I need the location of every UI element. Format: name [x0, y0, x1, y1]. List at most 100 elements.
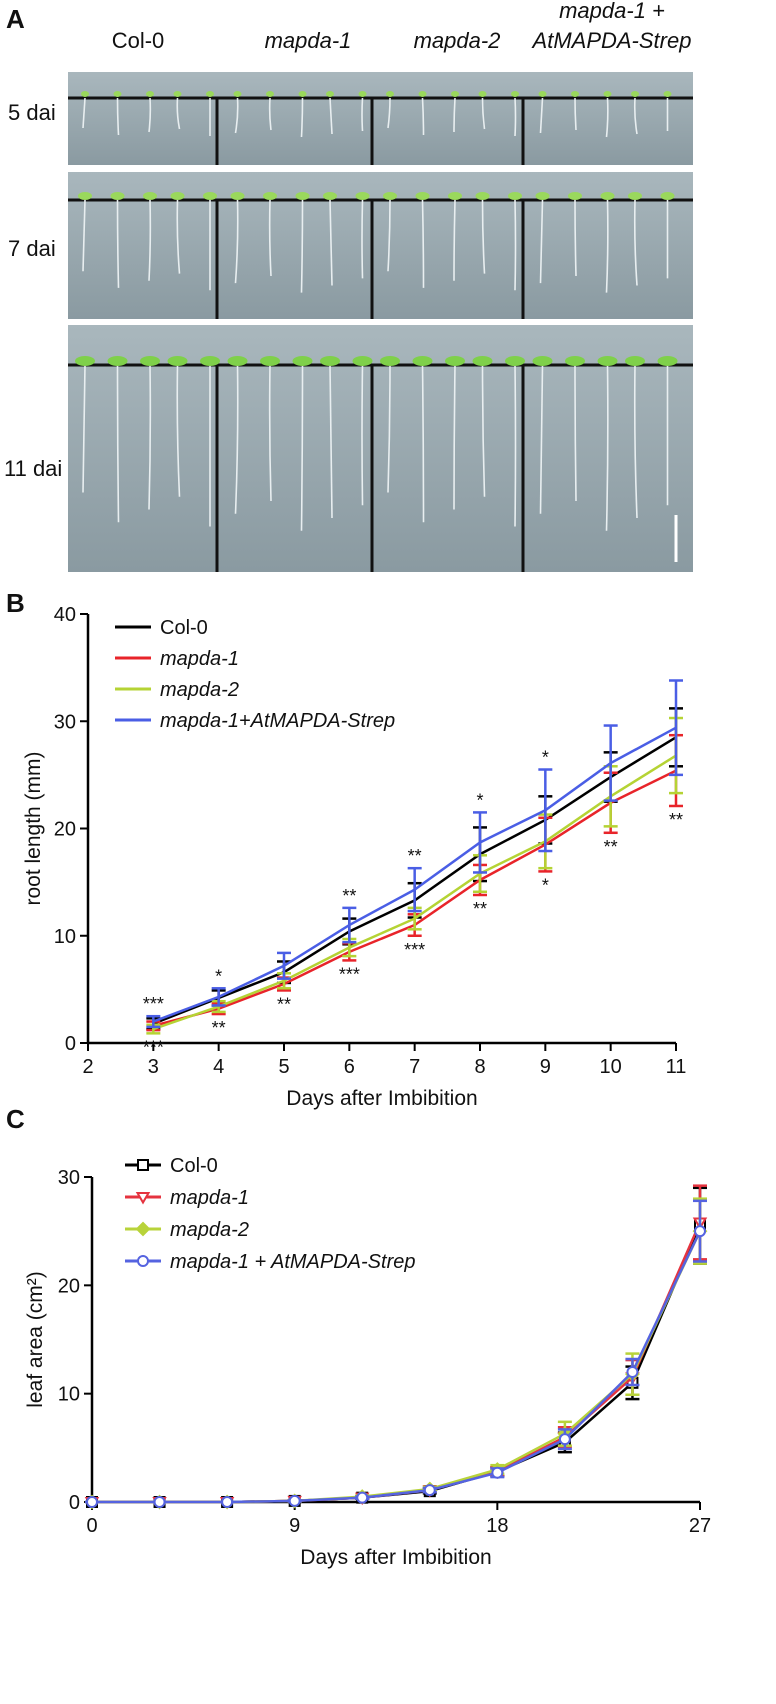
y-axis-title: leaf area (cm²) [24, 1271, 47, 1408]
seedling-leaf [571, 91, 579, 97]
seedling-leaf [140, 356, 160, 366]
x-tick-label: 11 [666, 1056, 687, 1078]
error-bar [473, 811, 487, 874]
seedling-leaf [146, 91, 154, 97]
significance-mark: ** [212, 1018, 226, 1038]
error-bar [146, 1014, 161, 1029]
x-tick-label: 27 [689, 1515, 711, 1537]
seedling-leaf [355, 192, 370, 200]
seedling-leaf [565, 356, 585, 366]
x-tick-label: 7 [409, 1056, 420, 1078]
y-tick-label: 30 [54, 711, 76, 733]
seedling-root [300, 199, 304, 293]
marker [137, 1255, 149, 1267]
significance-mark: * [476, 790, 483, 810]
seedling-leaf [292, 356, 313, 366]
seedling-leaf [233, 91, 242, 97]
error-bar [211, 987, 226, 1007]
seedling-root [481, 364, 486, 497]
legend-label: mapda-2 [170, 1219, 249, 1241]
seedling-root [514, 364, 517, 527]
seedling-root [234, 364, 239, 514]
significance-mark: ** [604, 837, 618, 857]
y-tick-label: 30 [58, 1167, 80, 1189]
seedling-leaf [532, 356, 553, 366]
legend-label: mapda-1 + AtMAPDA-Strep [170, 1251, 415, 1273]
seedling-leaf [206, 91, 214, 97]
seedling-root [148, 97, 152, 133]
seedling-root [514, 97, 517, 137]
marker [491, 1466, 504, 1479]
seedling-root [539, 364, 544, 514]
legend-label: mapda-2 [160, 679, 239, 701]
seedling-leaf [657, 356, 678, 366]
marker [423, 1484, 436, 1497]
seedling-leaf [603, 91, 612, 97]
seedling-root [176, 97, 181, 130]
seedling-leaf [631, 91, 639, 97]
seedling-leaf [597, 356, 618, 366]
x-tick-label: 2 [82, 1056, 93, 1078]
significance-mark: * [542, 748, 549, 768]
seedling-leaf [81, 91, 89, 97]
seedling-leaf [323, 192, 337, 200]
seedling-leaf [167, 356, 188, 366]
seedling-leaf [298, 91, 307, 97]
x-tick-label: 6 [344, 1056, 355, 1078]
significance-mark: * [542, 875, 549, 895]
seedling-leaf [260, 356, 280, 366]
marker [626, 1366, 639, 1378]
seedling-root [539, 199, 544, 284]
seedling-leaf [170, 192, 185, 200]
y-tick-label: 20 [58, 1275, 80, 1297]
error-bar [669, 679, 683, 777]
seedling-root [453, 97, 456, 133]
seedling-root [605, 97, 609, 138]
seedling-leaf [326, 91, 334, 97]
photo-strip [68, 72, 693, 165]
seedling-leaf [75, 356, 95, 366]
seedling-root [176, 199, 181, 274]
y-tick-label: 0 [65, 1033, 76, 1055]
seedling-root [176, 364, 181, 497]
x-tick-label: 4 [213, 1056, 224, 1078]
seedling-leaf [663, 91, 672, 97]
marker [153, 1496, 166, 1508]
x-tick-label: 5 [278, 1056, 289, 1078]
seedling-root [116, 199, 120, 288]
row-label: 7 dai [8, 236, 56, 261]
seedling-root [574, 199, 577, 277]
seedling-leaf [78, 192, 92, 200]
significance-mark: ** [473, 899, 487, 919]
seedling-leaf [352, 356, 373, 366]
y-tick-label: 20 [54, 819, 76, 841]
panel-letter: B [6, 588, 25, 618]
seedling-leaf [230, 192, 245, 200]
column-label: mapda-1 [265, 28, 352, 53]
seedling-root [453, 199, 456, 281]
seedling-leaf [472, 356, 493, 366]
seedling-root [300, 364, 304, 531]
seedling-leaf [320, 356, 340, 366]
seedling-root [387, 97, 391, 129]
seedling-leaf [568, 192, 582, 200]
seedling-leaf [451, 91, 459, 97]
seedling-root [82, 97, 86, 129]
seedling-leaf [535, 192, 550, 200]
seedling-leaf [538, 91, 547, 97]
seedling-leaf [412, 356, 433, 366]
marker [135, 1221, 151, 1237]
marker [558, 1433, 571, 1446]
photo-strip [68, 172, 693, 319]
seedling-root [387, 199, 391, 272]
legend-label: Col-0 [160, 617, 208, 639]
marker [135, 1192, 151, 1205]
seedling-leaf [383, 192, 397, 200]
x-tick-label: 3 [148, 1056, 159, 1078]
seedling-leaf [628, 192, 642, 200]
seedling-leaf [600, 192, 615, 200]
significance-mark: ** [408, 846, 422, 866]
seedling-root [268, 199, 272, 277]
significance-mark: *** [143, 1037, 164, 1057]
significance-mark: *** [404, 940, 425, 960]
